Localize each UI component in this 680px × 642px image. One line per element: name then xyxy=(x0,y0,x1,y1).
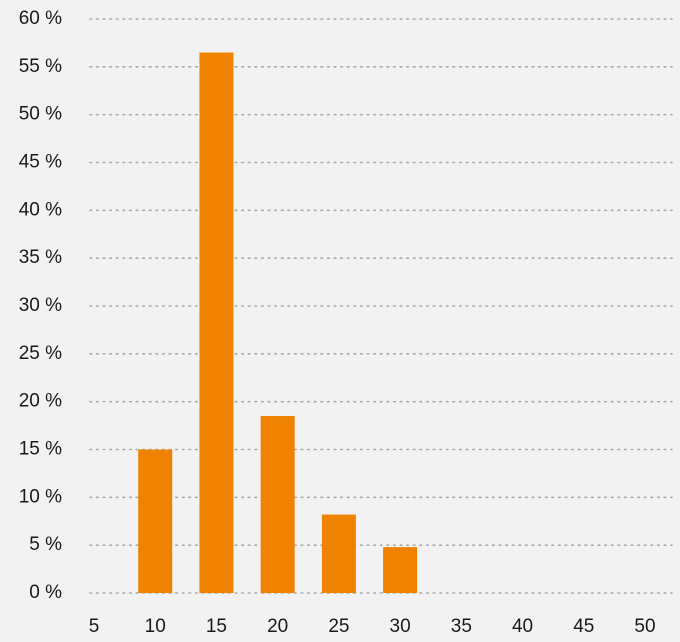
y-tick-label: 5 % xyxy=(29,534,62,555)
x-tick-label: 15 xyxy=(206,616,227,637)
x-tick-label: 25 xyxy=(328,616,349,637)
bar-30 xyxy=(383,547,418,593)
y-tick-label: 30 % xyxy=(19,295,62,316)
y-axis-ticks: 0 % 5 % 10 % 15 % 20 % 25 % 30 % 35 % 40 % 45 % 50… xyxy=(19,8,62,603)
y-tick-label: 40 % xyxy=(19,199,62,220)
bar-20 xyxy=(260,416,295,593)
x-tick-label: 35 xyxy=(451,616,472,637)
bars xyxy=(138,52,418,593)
x-tick-label: 20 xyxy=(267,616,288,637)
x-tick-label: 10 xyxy=(145,616,166,637)
x-tick-label: 30 xyxy=(390,616,411,637)
y-tick-label: 45 % xyxy=(19,152,62,173)
x-tick-label: 50 xyxy=(634,616,655,637)
x-axis-ticks: 5 10 15 20 25 30 35 40 45 50 xyxy=(89,616,656,637)
y-tick-label: 50 % xyxy=(19,104,62,125)
y-tick-label: 60 % xyxy=(19,8,62,29)
grid-lines xyxy=(89,18,673,594)
y-tick-label: 55 % xyxy=(19,56,62,77)
y-tick-label: 0 % xyxy=(29,582,62,603)
y-tick-label: 20 % xyxy=(19,391,62,412)
bar-10 xyxy=(138,449,173,593)
x-tick-label: 40 xyxy=(512,616,533,637)
bar-25 xyxy=(321,514,356,593)
x-tick-label: 45 xyxy=(573,616,594,637)
y-tick-label: 25 % xyxy=(19,343,62,364)
x-tick-label: 5 xyxy=(89,616,100,637)
y-tick-label: 10 % xyxy=(19,486,62,507)
y-tick-label: 15 % xyxy=(19,439,62,460)
y-tick-label: 35 % xyxy=(19,247,62,268)
bar-15 xyxy=(199,52,234,593)
